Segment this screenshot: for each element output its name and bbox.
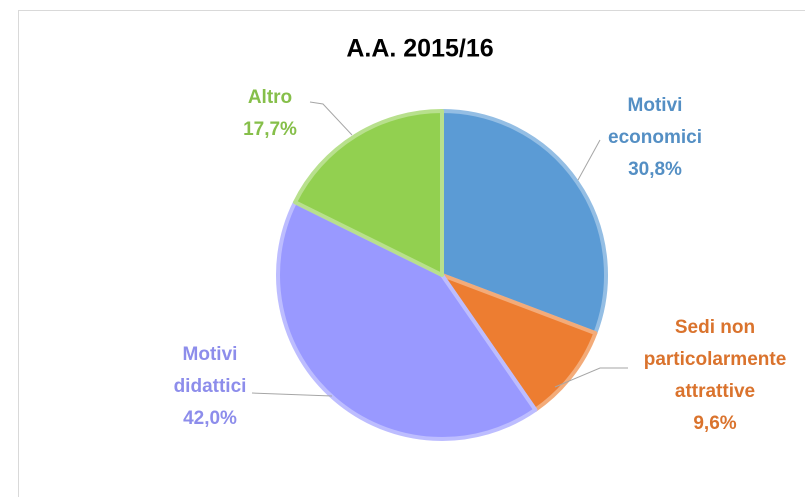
- pie-slice: [276, 200, 538, 441]
- chart-title: A.A. 2015/16: [346, 35, 493, 63]
- slice-label: Motivi economici: [608, 95, 702, 148]
- leader-line: [554, 367, 628, 388]
- pie-slice: [293, 109, 444, 277]
- slice-label: Motivi didattici: [174, 344, 247, 397]
- pie-slice: [440, 109, 608, 336]
- slice-value-label: 42,0%: [183, 408, 237, 429]
- leader-line: [577, 139, 601, 181]
- slice-value-label: 9,6%: [693, 413, 736, 434]
- leader-line: [309, 101, 353, 136]
- slice-value-label: 17,7%: [243, 119, 297, 140]
- slice-value-label: 30,8%: [628, 159, 682, 180]
- slice-label: Sedi non particolarmente attrattive: [644, 317, 787, 402]
- pie-slice: [440, 273, 598, 412]
- slice-label: Altro: [248, 87, 292, 108]
- leader-line: [251, 392, 333, 397]
